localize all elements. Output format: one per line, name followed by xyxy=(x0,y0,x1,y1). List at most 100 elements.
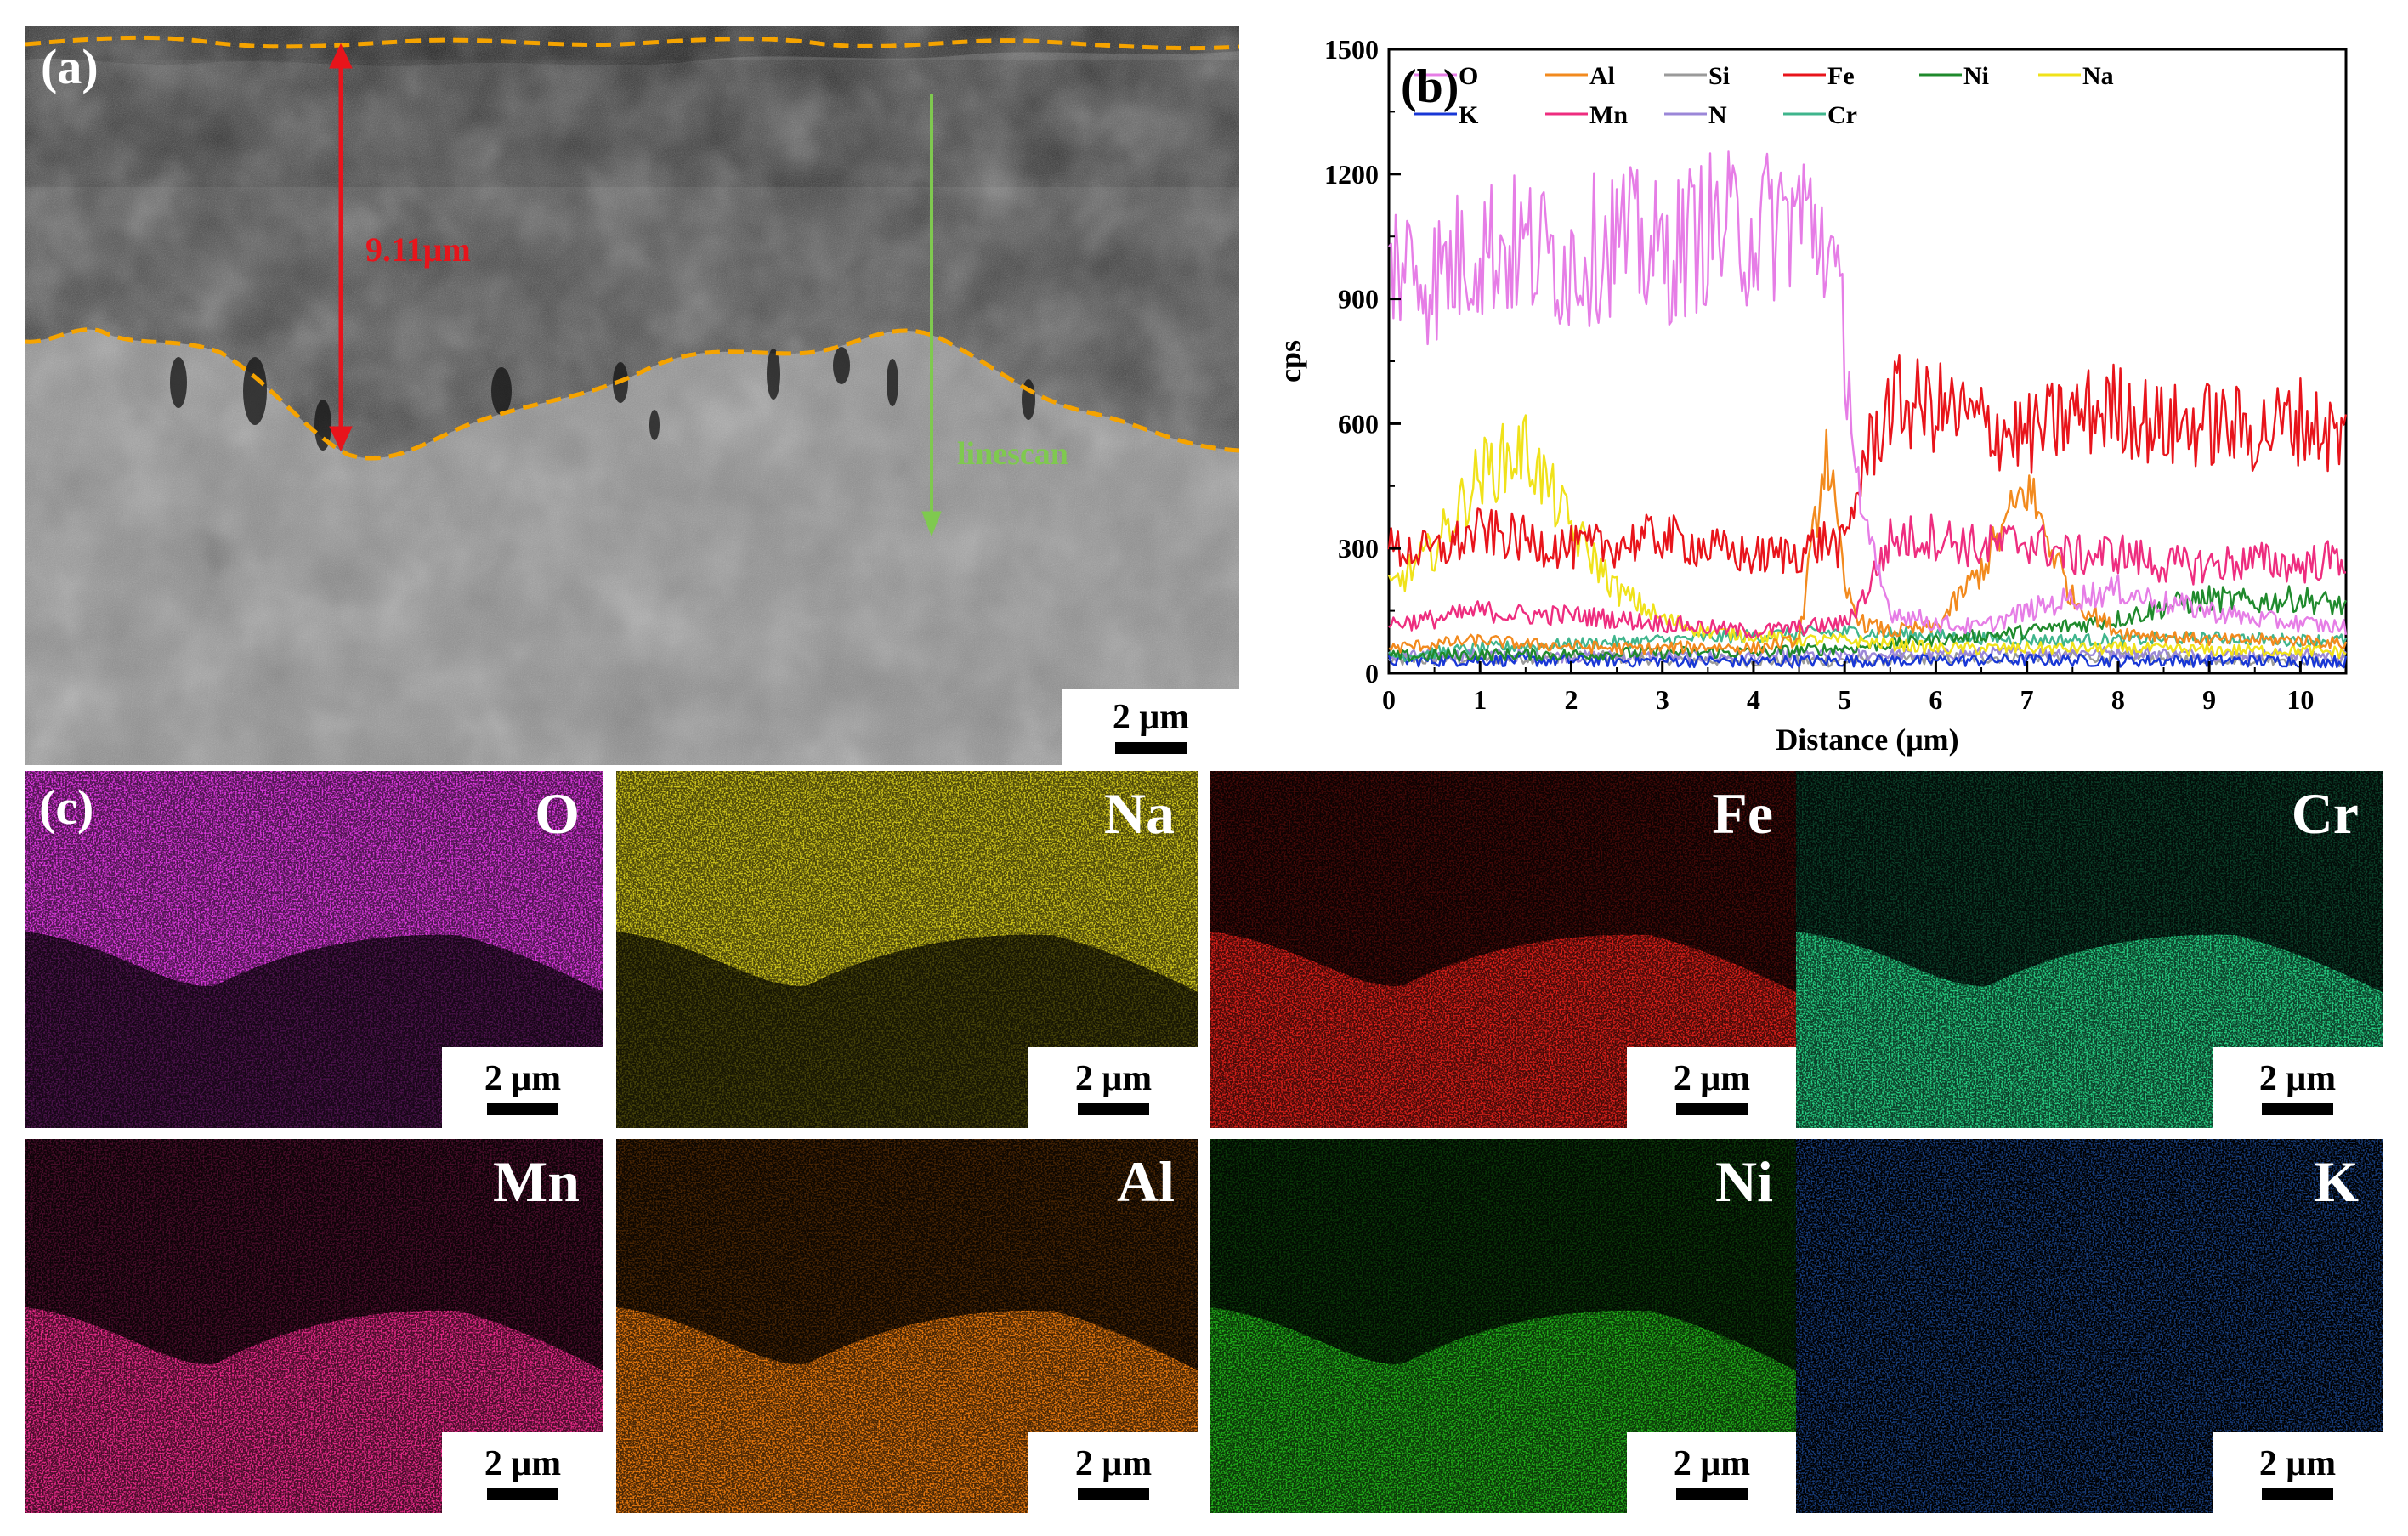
legend-label: N xyxy=(1708,101,1727,129)
scalebar-bar xyxy=(2262,1102,2333,1115)
eds-map-ni: Ni 2 μm xyxy=(1210,1139,1797,1513)
panel-a-scalebar: 2 μm xyxy=(1062,689,1239,765)
map-scalebar: 2 μm xyxy=(1028,1047,1198,1128)
scalebar-label: 2 μm xyxy=(1112,698,1190,737)
legend-item-n: N xyxy=(1664,101,1727,129)
top-boundary-line xyxy=(25,35,1239,51)
map-scalebar: 2 μm xyxy=(2213,1047,2383,1128)
legend-label: K xyxy=(1459,101,1479,129)
series-line-o xyxy=(1388,150,2348,635)
scalebar-bar xyxy=(1676,1488,1748,1500)
map-scalebar: 2 μm xyxy=(1627,1047,1797,1128)
legend-item-na: Na xyxy=(2038,62,2114,90)
series-line-na xyxy=(1387,414,2347,660)
legend-label: O xyxy=(1459,62,1478,90)
map-scalebar: 2 μm xyxy=(1627,1432,1797,1513)
legend-item-cr: Cr xyxy=(1783,101,1857,129)
linescan-chart: 0 1 2 3 4 5 6 7 8 9 10 0 300 600 900 1200 1500 O Al Si Fe Ni… xyxy=(1248,17,2408,765)
map-element-label: K xyxy=(2314,1149,2359,1214)
chart-svg: 0 1 2 3 4 5 6 7 8 9 10 0 300 600 900 1200 1500 O Al Si Fe Ni… xyxy=(1273,34,2348,757)
legend-item-al: Al xyxy=(1545,62,1615,90)
scalebar-bar xyxy=(487,1102,558,1115)
scalebar-label: 2 μm xyxy=(1673,1058,1751,1098)
y-tick-label: 1500 xyxy=(1324,34,1379,65)
map-element-label: Ni xyxy=(1715,1149,1773,1214)
sem-panel: (a) 9.11μm linescan 2 μm xyxy=(25,26,1239,765)
eds-map-k: K 2 μm xyxy=(1796,1139,2383,1513)
map-scalebar: 2 μm xyxy=(1028,1432,1198,1513)
scalebar-label: 2 μm xyxy=(1074,1443,1153,1483)
legend-item-si: Si xyxy=(1664,62,1730,90)
map-image xyxy=(1210,1139,1797,1513)
scalebar-bar xyxy=(1078,1488,1149,1500)
legend-label: Al xyxy=(1589,62,1615,90)
x-tick-label: 1 xyxy=(1473,684,1487,715)
scalebar-bar xyxy=(487,1488,558,1500)
legend-label: Fe xyxy=(1827,62,1855,90)
thickness-label: 9.11μm xyxy=(365,230,471,269)
map-element-label: Na xyxy=(1103,781,1175,846)
y-tick-label: 300 xyxy=(1338,533,1379,564)
map-element-label: Al xyxy=(1117,1149,1175,1214)
map-scalebar: 2 μm xyxy=(2213,1432,2383,1513)
legend-item-mn: Mn xyxy=(1545,101,1628,129)
x-tick-label: 6 xyxy=(1929,684,1942,715)
linescan-arrow xyxy=(921,94,942,537)
legend-label: Mn xyxy=(1589,101,1628,129)
eds-map-na: Na 2 μm xyxy=(616,771,1198,1128)
y-tick-label: 0 xyxy=(1365,658,1379,689)
scalebar-bar xyxy=(1676,1102,1748,1115)
legend-label: Si xyxy=(1708,62,1730,90)
x-tick-label: 7 xyxy=(2020,684,2034,715)
interface-voids xyxy=(170,347,1035,451)
panel-a-label: (a) xyxy=(41,39,99,94)
y-tick-label: 900 xyxy=(1338,284,1379,315)
panel-c-label: (c) xyxy=(39,779,94,835)
map-scalebar: 2 μm xyxy=(442,1047,603,1128)
scalebar-label: 2 μm xyxy=(2258,1058,2337,1098)
series-line-al xyxy=(1388,428,2348,655)
map-element-label: Mn xyxy=(493,1149,580,1214)
linescan-label: linescan xyxy=(957,436,1068,472)
series-line-fe xyxy=(1387,354,2348,575)
legend-item-ni: Ni xyxy=(1919,62,1989,90)
series-line-mn xyxy=(1388,513,2347,639)
scalebar-bar xyxy=(1115,742,1187,754)
eds-map-cr: Cr 2 μm xyxy=(1796,771,2383,1128)
y-tick-label: 1200 xyxy=(1324,159,1379,190)
scalebar-bar xyxy=(1078,1102,1149,1115)
axis-layer: 0 1 2 3 4 5 6 7 8 9 10 0 300 600 900 1200 1500 xyxy=(1324,34,2314,715)
legend-item-fe: Fe xyxy=(1783,62,1855,90)
legend-label: Ni xyxy=(1963,62,1989,90)
x-tick-label: 4 xyxy=(1747,684,1760,715)
panel-b-label: (b) xyxy=(1401,60,1459,113)
eds-map-al: Al 2 μm xyxy=(616,1139,1198,1513)
x-tick-label: 3 xyxy=(1656,684,1669,715)
scalebar-label: 2 μm xyxy=(484,1058,562,1098)
series-line-si xyxy=(1387,649,2347,668)
eds-map-o: O 2 μm (c) xyxy=(25,771,603,1128)
scalebar-label: 2 μm xyxy=(1074,1058,1153,1098)
map-element-label: Cr xyxy=(2291,781,2359,846)
scalebar-label: 2 μm xyxy=(484,1443,562,1483)
map-scalebar: 2 μm xyxy=(442,1432,603,1513)
thickness-arrow xyxy=(329,43,353,452)
x-tick-label: 10 xyxy=(2286,684,2314,715)
y-tick-label: 600 xyxy=(1338,408,1379,439)
x-tick-label: 2 xyxy=(1564,684,1578,715)
x-axis-label: Distance (μm) xyxy=(1776,723,1958,757)
scalebar-label: 2 μm xyxy=(1673,1443,1751,1483)
legend-label: Cr xyxy=(1827,101,1857,129)
sem-image xyxy=(25,26,1239,765)
x-tick-label: 0 xyxy=(1382,684,1396,715)
legend-label: Na xyxy=(2082,62,2114,90)
map-element-label: O xyxy=(535,781,580,846)
plot-area xyxy=(1387,48,2348,675)
x-tick-label: 5 xyxy=(1838,684,1851,715)
scalebar-label: 2 μm xyxy=(2258,1443,2337,1483)
legend-item-o: O xyxy=(1414,62,1478,90)
y-axis-label: cps xyxy=(1273,340,1307,383)
eds-map-mn: Mn 2 μm xyxy=(25,1139,603,1513)
map-element-label: Fe xyxy=(1712,781,1773,846)
legend-item-k: K xyxy=(1414,101,1479,129)
